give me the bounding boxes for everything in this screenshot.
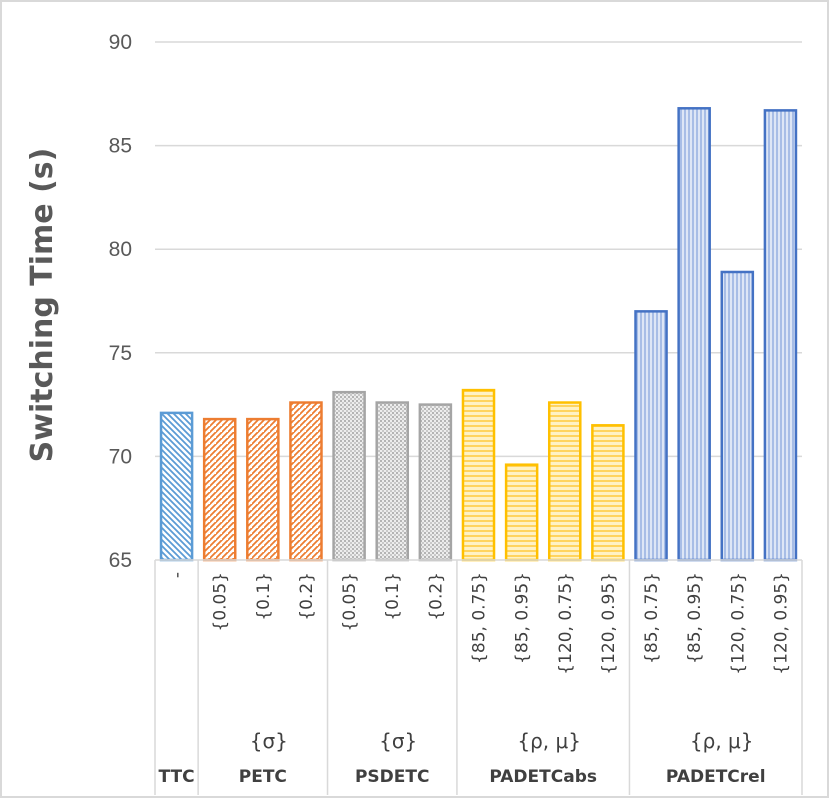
- bars: [159, 107, 798, 562]
- group-label-ttc: TTC: [159, 767, 195, 787]
- category-label: {120, 0.75}: [728, 572, 748, 675]
- bar-ttc-0: [159, 411, 194, 562]
- category-label: {120, 0.95}: [599, 572, 619, 675]
- category-label: {0.05}: [340, 572, 360, 631]
- group-label-padetcabs: PADETCabs: [489, 767, 597, 787]
- category-label: {85, 0.75}: [470, 572, 490, 664]
- group-label-psdetc: PSDETC: [355, 767, 430, 787]
- category-label: -: [168, 572, 188, 578]
- category-label: {85, 0.95}: [513, 572, 533, 664]
- y-tick-label: 75: [109, 342, 132, 365]
- category-label: {85, 0.95}: [685, 572, 705, 664]
- bar-padetcrel-3: [763, 109, 798, 562]
- bar-psdetc-1: [375, 401, 410, 562]
- bar-padetcabs-3: [591, 424, 625, 562]
- category-label: {0.1}: [254, 572, 274, 621]
- bar-petc-0: [202, 417, 237, 562]
- group-label-padetcrel: PADETCrel: [666, 767, 766, 787]
- category-axis: - TTC {0.05} {0.1} {0.2} {σ} PETC {0.05} {0.1} {0…: [154, 559, 803, 795]
- bar-padetcrel-1: [677, 107, 711, 562]
- bar-padetcabs-0: [461, 388, 496, 562]
- group-parameter-label: {σ}: [379, 729, 417, 753]
- y-tick-label: 85: [109, 135, 132, 158]
- bar-padetcrel-2: [720, 270, 755, 562]
- group-parameter-label: {ρ, μ}: [517, 729, 581, 753]
- y-axis-ticks: 65 70 75 80 85 90: [109, 31, 132, 572]
- bar-psdetc-2: [418, 403, 453, 562]
- category-label: {0.2}: [297, 572, 317, 621]
- bar-padetcabs-2: [547, 401, 582, 562]
- bar-petc-2: [289, 401, 323, 562]
- bar-petc-1: [246, 417, 280, 562]
- bar-padetcrel-0: [634, 310, 668, 562]
- y-tick-label: 90: [109, 31, 132, 54]
- bar-padetcabs-1: [504, 463, 539, 562]
- group-label-petc: PETC: [239, 767, 287, 787]
- category-label: {85, 0.75}: [642, 572, 662, 664]
- y-tick-label: 65: [109, 549, 132, 572]
- y-tick-label: 70: [109, 445, 132, 468]
- category-label: {0.1}: [383, 572, 403, 621]
- group-parameter-label: {ρ, μ}: [690, 729, 754, 753]
- y-axis-label: Switching Time (s): [25, 148, 60, 463]
- group-parameter-label: {σ}: [250, 729, 288, 753]
- bar-psdetc-0: [332, 390, 366, 562]
- category-label: {120, 0.75}: [556, 572, 576, 675]
- category-label: {120, 0.95}: [771, 572, 791, 675]
- y-tick-label: 80: [109, 238, 132, 261]
- category-label: {0.2}: [426, 572, 446, 621]
- category-label: {0.05}: [211, 572, 231, 631]
